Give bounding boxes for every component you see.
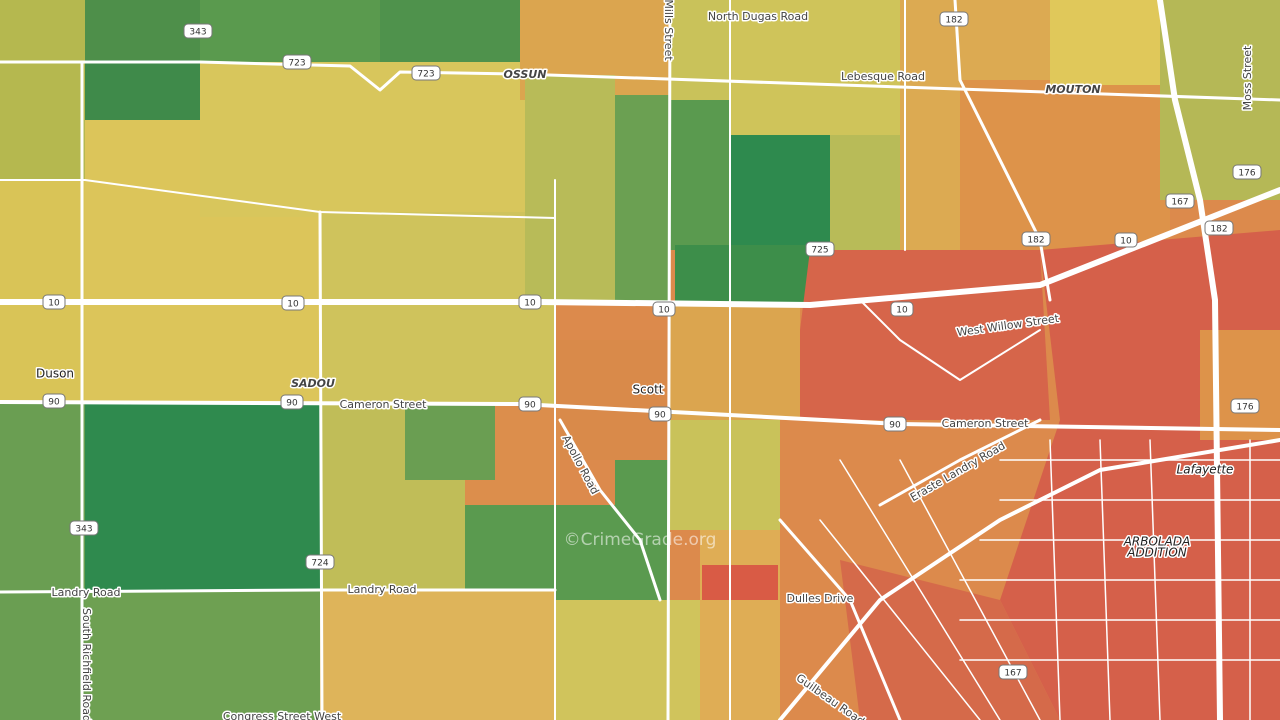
- shield-number: 90: [48, 398, 60, 408]
- route-shield: 10: [42, 294, 66, 310]
- shield-number: 90: [286, 399, 298, 409]
- shield-bg: [648, 406, 672, 422]
- shield-bg: [281, 295, 305, 311]
- shield-bg: [69, 520, 99, 536]
- place-label: Scott: [633, 383, 664, 397]
- shield-bg: [282, 54, 312, 70]
- place-label: ADDITION: [1126, 546, 1187, 560]
- route-shield: 343: [183, 23, 213, 39]
- shield-number: 723: [417, 70, 434, 80]
- shield-number: 10: [896, 306, 908, 316]
- route-shield: 176: [1230, 398, 1260, 414]
- route-shield: 725: [805, 241, 835, 257]
- route-shield: 10: [1114, 232, 1138, 248]
- shield-bg: [411, 65, 441, 81]
- road-label: Congress Street West: [223, 710, 342, 720]
- route-shield: 10: [890, 301, 914, 317]
- shield-bg: [1021, 231, 1051, 247]
- shield-number: 167: [1171, 198, 1188, 208]
- road-label: Lebesque Road: [841, 70, 925, 83]
- shield-bg: [883, 416, 907, 432]
- shield-number: 10: [1120, 237, 1132, 247]
- shield-bg: [1114, 232, 1138, 248]
- shield-number: 10: [658, 306, 670, 316]
- shield-number: 10: [48, 299, 60, 309]
- road-label: Moss Street: [1241, 45, 1254, 110]
- shield-bg: [998, 664, 1028, 680]
- shield-number: 724: [311, 559, 328, 569]
- watermark: ©CrimeGrade.org: [564, 530, 717, 550]
- route-shield: 182: [1021, 231, 1051, 247]
- shield-number: 167: [1004, 669, 1021, 679]
- shield-number: 90: [524, 401, 536, 411]
- shield-number: 182: [1210, 225, 1227, 235]
- road-label: OSSUN: [504, 68, 547, 81]
- route-shield: 10: [518, 294, 542, 310]
- place-label: ARBOLADA: [1123, 535, 1191, 549]
- route-shield: 90: [42, 393, 66, 409]
- shield-bg: [1165, 193, 1195, 209]
- shield-number: 90: [654, 411, 666, 421]
- shield-bg: [652, 301, 676, 317]
- place-label: Lafayette: [1177, 463, 1234, 477]
- route-shield: 90: [883, 416, 907, 432]
- road-label: Cameron Street: [942, 417, 1029, 430]
- shield-number: 343: [189, 28, 206, 38]
- shield-number: 90: [889, 421, 901, 431]
- route-shield: 176: [1232, 164, 1262, 180]
- shield-number: 723: [288, 59, 305, 69]
- road-label: South Richfield Road: [80, 608, 93, 720]
- route-shield: 724: [305, 554, 335, 570]
- place-label: Duson: [36, 367, 74, 381]
- route-shield: 343: [69, 520, 99, 536]
- road-label: SADOU: [291, 377, 335, 390]
- route-shield: 90: [648, 406, 672, 422]
- shield-bg: [280, 394, 304, 410]
- road-label: Landry Road: [348, 583, 417, 596]
- route-shield: 167: [998, 664, 1028, 680]
- road-label: North Dugas Road: [708, 10, 808, 23]
- route-shield: 10: [281, 295, 305, 311]
- shield-bg: [183, 23, 213, 39]
- shield-bg: [939, 11, 969, 27]
- shield-bg: [1232, 164, 1262, 180]
- shield-bg: [42, 393, 66, 409]
- shield-bg: [518, 294, 542, 310]
- shield-bg: [890, 301, 914, 317]
- route-shield: 723: [411, 65, 441, 81]
- road-label: Cameron Street: [340, 398, 427, 411]
- shield-bg: [1204, 220, 1234, 236]
- route-shield: 182: [1204, 220, 1234, 236]
- route-shield: 167: [1165, 193, 1195, 209]
- road-label: MOUTON: [1045, 83, 1100, 96]
- route-shield: 90: [280, 394, 304, 410]
- route-shield: 10: [652, 301, 676, 317]
- shield-bg: [42, 294, 66, 310]
- shield-bg: [805, 241, 835, 257]
- shield-number: 10: [287, 300, 299, 310]
- shield-bg: [305, 554, 335, 570]
- route-shield: 723: [282, 54, 312, 70]
- shield-number: 725: [811, 246, 828, 256]
- shield-number: 182: [945, 16, 962, 26]
- shield-number: 182: [1027, 236, 1044, 246]
- route-shield: 182: [939, 11, 969, 27]
- shield-number: 176: [1238, 169, 1255, 179]
- shield-number: 10: [524, 299, 536, 309]
- road-label: Mills Street: [662, 0, 675, 61]
- shield-bg: [1230, 398, 1260, 414]
- shield-number: 343: [75, 525, 92, 535]
- road-label: Landry Road: [52, 586, 121, 599]
- shield-number: 176: [1236, 403, 1253, 413]
- shield-bg: [518, 396, 542, 412]
- route-shield: 90: [518, 396, 542, 412]
- road-label: Dulles Drive: [787, 592, 854, 605]
